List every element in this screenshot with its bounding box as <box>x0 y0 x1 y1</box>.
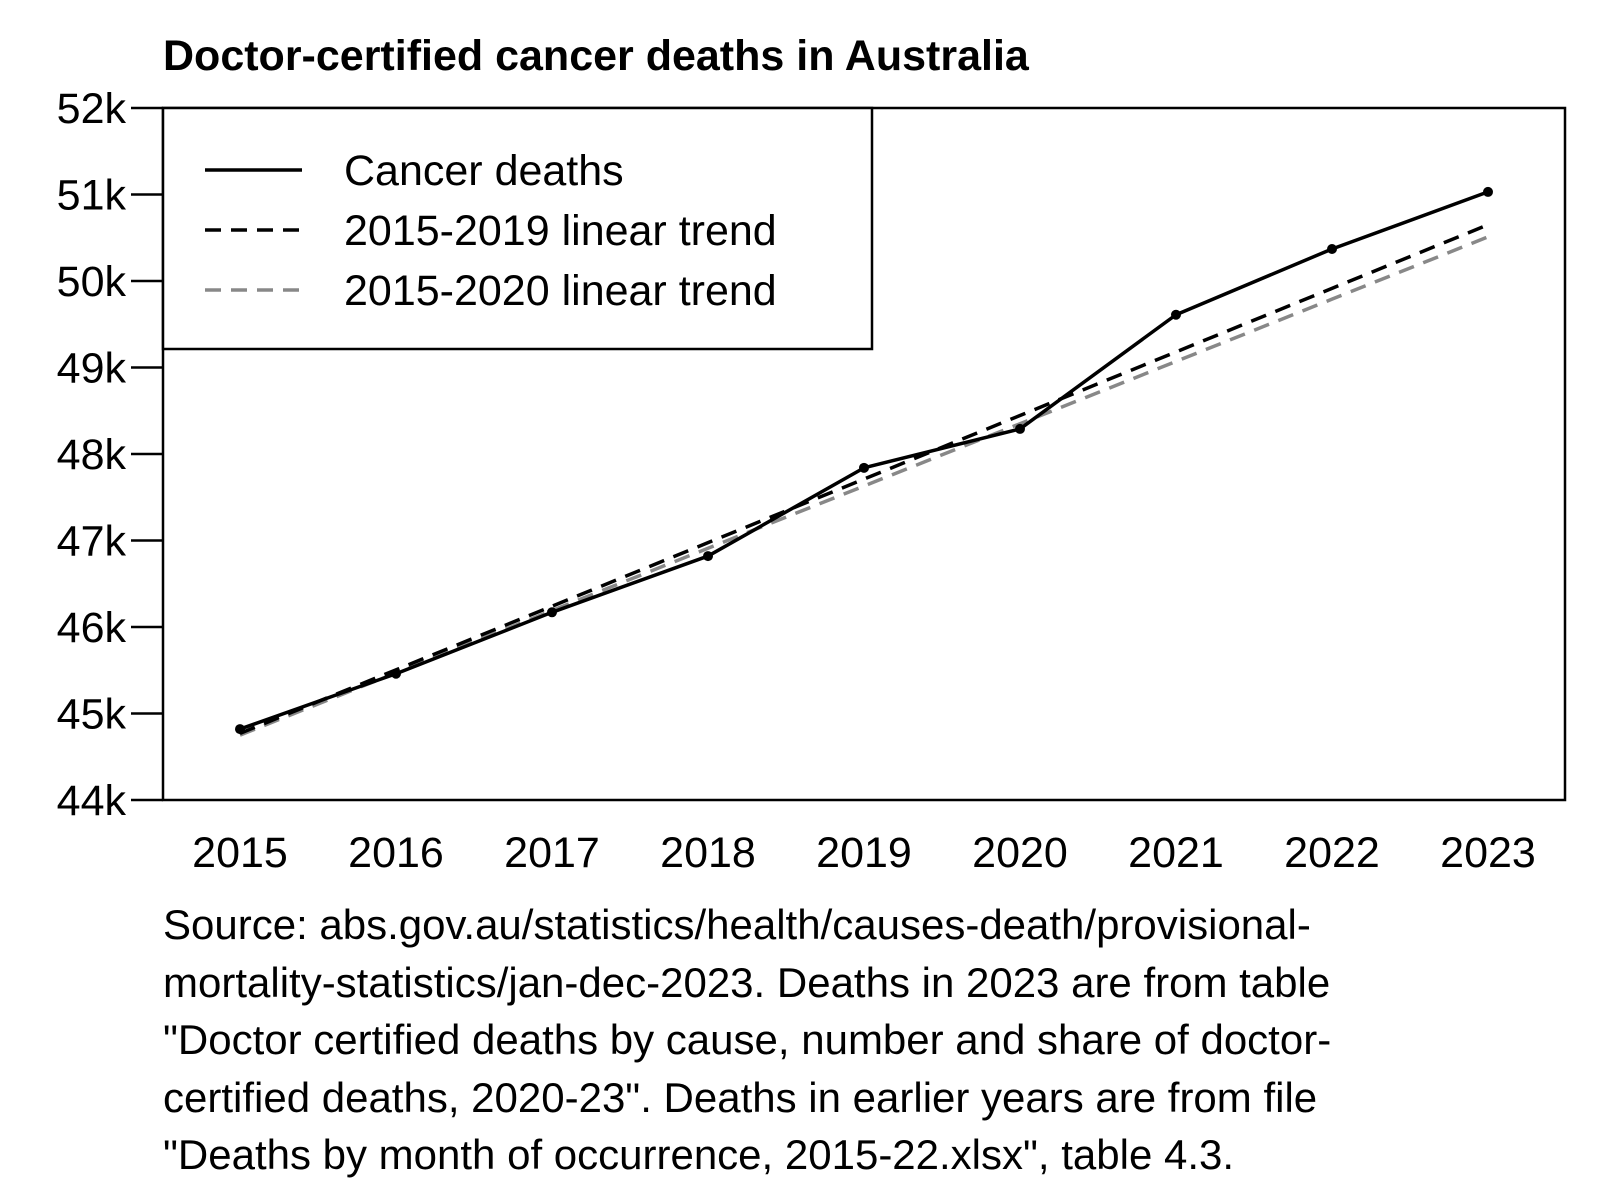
x-tick-label: 2021 <box>1128 829 1224 877</box>
y-tick-label: 44k <box>57 777 127 825</box>
caption-line: mortality-statistics/jan-dec-2023. Death… <box>163 958 1331 1006</box>
legend-label: Cancer deaths <box>344 147 624 195</box>
y-tick-label: 45k <box>57 691 127 739</box>
y-tick-label: 51k <box>57 172 127 220</box>
line-chart: Doctor-certified cancer deaths in Austra… <box>57 32 1567 877</box>
caption-line: Source: abs.gov.au/statistics/health/cau… <box>163 901 1311 948</box>
data-point <box>1015 423 1025 434</box>
legend-box <box>161 106 874 351</box>
data-point <box>859 462 869 473</box>
x-tick-label: 2022 <box>1284 829 1380 877</box>
x-tick-label: 2015 <box>192 829 288 877</box>
data-point <box>1171 309 1181 320</box>
x-tick-label: 2019 <box>816 829 912 877</box>
caption-line: "Doctor certified deaths by cause, numbe… <box>163 1016 1332 1063</box>
caption-line: certified deaths, 2020-23". Deaths in ea… <box>163 1073 1318 1121</box>
source-caption: Source: abs.gov.au/statistics/health/cau… <box>163 896 1543 1184</box>
x-tick-label: 2023 <box>1440 829 1536 877</box>
data-point <box>547 607 557 618</box>
y-tick-label: 49k <box>57 345 127 393</box>
series-line-1 <box>239 223 1489 736</box>
x-tick-label: 2017 <box>504 829 600 877</box>
legend-label: 2015-2019 linear trend <box>344 207 777 255</box>
data-point <box>235 724 245 735</box>
y-tick-label: 52k <box>57 85 127 133</box>
x-tick-label: 2016 <box>348 829 444 877</box>
data-point <box>703 551 713 562</box>
data-point <box>1327 243 1337 254</box>
y-tick-label: 48k <box>57 431 127 479</box>
x-tick-label: 2020 <box>972 829 1068 877</box>
chart-title: Doctor-certified cancer deaths in Austra… <box>163 32 1030 80</box>
caption-line: "Deaths by month of occurrence, 2015-22.… <box>163 1131 1235 1178</box>
legend-label: 2015-2020 linear trend <box>344 267 777 315</box>
x-tick-label: 2018 <box>660 829 756 877</box>
y-tick-label: 50k <box>57 258 127 306</box>
y-tick-label: 46k <box>57 604 127 652</box>
data-point <box>1483 186 1493 197</box>
data-point <box>391 668 401 679</box>
y-tick-label: 47k <box>57 518 127 566</box>
